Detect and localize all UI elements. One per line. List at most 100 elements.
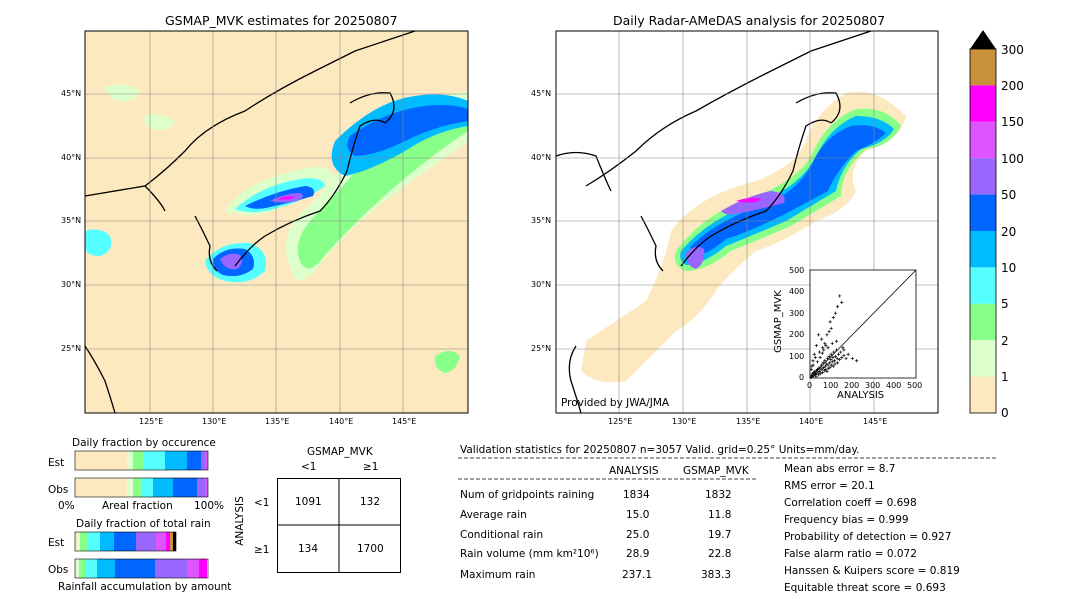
contingency-cell: 132 (360, 496, 381, 508)
colorbar-label: 20 (1001, 225, 1017, 239)
scatter-point (818, 355, 822, 360)
scatter-point (832, 350, 836, 354)
left-lon-label: 125°E (139, 417, 164, 426)
scatter-point (823, 359, 827, 363)
validation-row-analysis: 25.0 (626, 529, 650, 541)
left-lon-label: 140°E (329, 417, 354, 426)
contingency-cell: 1700 (357, 543, 384, 555)
colorbar-cell (970, 267, 996, 304)
scatter-point (825, 356, 829, 361)
validation-row-analysis: 1834 (623, 489, 650, 501)
scatter-point (818, 365, 822, 369)
scatter-point (823, 341, 827, 346)
scatter-point (840, 300, 844, 304)
left-lon-label: 135°E (265, 417, 290, 426)
scatter-point (821, 361, 825, 365)
colorbar-label: 150 (1001, 115, 1024, 129)
scatter-point (815, 360, 820, 364)
scatter-x-tick: 0 (807, 381, 813, 390)
score-line: Mean abs error = 8.7 (784, 463, 896, 475)
scatter-point (838, 358, 842, 362)
scatter-point (822, 348, 826, 352)
scatter-y-label: GSMAP_MVK (772, 290, 784, 353)
validation-dashes (458, 457, 996, 480)
occurrence-bars (74, 450, 209, 498)
scatter-y-tick: 400 (789, 287, 805, 296)
scatter-point (832, 359, 836, 363)
colorbar-cell (970, 340, 996, 377)
scatter-point (827, 361, 832, 365)
scatter-x-label: ANALYSIS (837, 390, 885, 401)
scatter-point (829, 358, 833, 362)
occurrence-row-est: Est (48, 457, 65, 469)
scatter-point (842, 353, 846, 357)
scatter-y-tick: 200 (789, 330, 805, 339)
scatter-point (833, 354, 838, 358)
colorbar-label: 300 (1001, 43, 1024, 57)
colorbar-cell (970, 231, 996, 268)
scatter-point (834, 339, 839, 343)
score-line: RMS error = 20.1 (784, 480, 875, 492)
right-lon-label: 125°E (608, 417, 633, 426)
scatter-point (824, 367, 828, 371)
scatter-y-tick: 0 (799, 373, 805, 382)
colorbar (969, 30, 997, 414)
total-rain-row-obs: Obs (48, 564, 69, 576)
scatter-point (809, 367, 813, 371)
right-lat-label: 25°N (531, 344, 552, 353)
score-line: False alarm ratio = 0.072 (784, 548, 917, 560)
left-map (84, 30, 469, 414)
right-lat-label: 30°N (531, 280, 552, 289)
colorbar-cell (970, 49, 996, 86)
scatter-point (842, 348, 846, 352)
left-lat-label: 45°N (61, 89, 82, 98)
scatter-point (830, 341, 834, 346)
scatter-point (813, 369, 817, 374)
left-lon-label: 145°E (392, 417, 417, 426)
contingency-col-title: GSMAP_MVK (307, 446, 373, 458)
scatter-point (826, 346, 830, 350)
scatter-point (846, 352, 850, 356)
scatter-point (844, 356, 848, 361)
scatter-point (816, 333, 821, 337)
scatter-point (850, 356, 854, 361)
total-rain-xlabel: Rainfall accumulation by amount (58, 581, 232, 593)
scatter-point (821, 346, 825, 350)
scatter-x-tick: 400 (886, 381, 902, 390)
scatter-point (819, 372, 823, 376)
validation-row-gsmap: 11.8 (708, 509, 732, 521)
scatter-point (835, 361, 840, 365)
colorbar-label: 1 (1001, 370, 1009, 384)
right-lon-label: 135°E (736, 417, 761, 426)
scatter-point (834, 348, 839, 352)
scatter-point (816, 373, 821, 377)
scatter-point (822, 366, 826, 370)
total-rain-row-est: Est (48, 537, 65, 549)
contingency-grid (277, 478, 401, 573)
scatter-point (814, 374, 818, 378)
total-rain-bars (74, 531, 209, 579)
left-lat-label: 40°N (61, 153, 82, 162)
scatter-point (817, 350, 822, 354)
scatter-point (835, 305, 840, 309)
scatter-point (841, 346, 845, 350)
right-map-coastlines (555, 30, 872, 414)
occurrence-xlabel: Areal fraction (102, 500, 173, 512)
validation-row-gsmap: 1832 (705, 489, 732, 501)
right-lon-label: 140°E (799, 417, 824, 426)
validation-row-gsmap: 19.7 (708, 529, 732, 541)
scatter-point (829, 326, 833, 330)
scatter-point (855, 359, 859, 363)
scatter-y-tick: 300 (789, 309, 805, 318)
left-map-grid (85, 31, 468, 413)
contingency-col-label: ≥1 (363, 461, 379, 473)
scatter-point (831, 364, 835, 368)
colorbar-cell (970, 376, 996, 413)
scatter-x-tick: 300 (865, 381, 881, 390)
scatter-point (821, 371, 825, 375)
validation-row-analysis: 237.1 (622, 569, 653, 581)
scatter-point (831, 315, 835, 320)
colorbar-label: 0 (1001, 406, 1009, 420)
provider-credit: Provided by JWA/JMA (561, 397, 670, 409)
scatter-point (824, 344, 828, 348)
